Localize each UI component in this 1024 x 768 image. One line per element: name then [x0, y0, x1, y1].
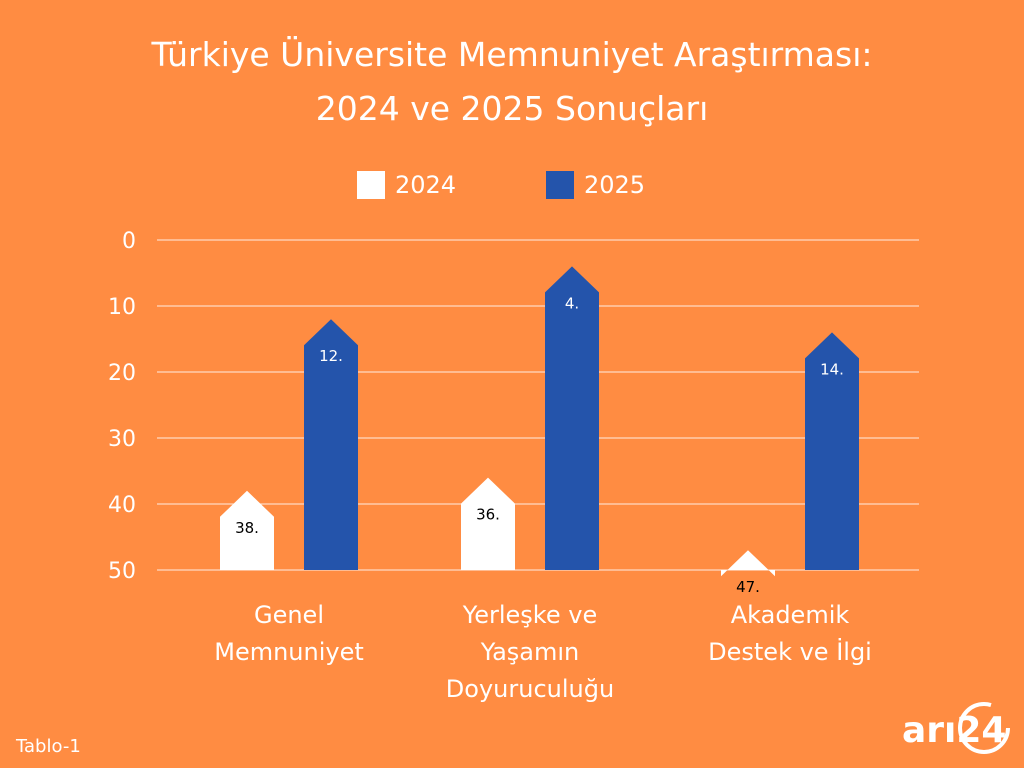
legend: 2024 2025: [0, 168, 1024, 202]
legend-item-2025: 2025: [546, 168, 645, 202]
x-tick-label-2-0: Akademik: [731, 601, 850, 629]
legend-swatch-2025: [546, 171, 574, 199]
ari24-logo: arı24: [900, 700, 1014, 756]
bar-2025-0: [304, 319, 358, 570]
legend-label-2025: 2025: [584, 171, 646, 199]
y-tick-label-10: 10: [108, 295, 136, 320]
data-label-2025-1: 4.: [565, 294, 579, 312]
chart-title: Türkiye Üniversite Memnuniyet Araştırmas…: [0, 28, 1024, 136]
title-line-2: 2024 ve 2025 Sonuçları: [315, 89, 709, 128]
bar-2025-2: [805, 332, 859, 570]
y-tick-label-0: 0: [122, 229, 136, 254]
data-label-2024-0: 38.: [235, 519, 259, 537]
ari24-logo-graphic: arı24: [902, 702, 1010, 754]
bar-2025-1: [545, 266, 599, 570]
bar-2024-1: [461, 477, 515, 570]
y-tick-label-30: 30: [108, 427, 136, 452]
data-label-2024-1: 36.: [476, 506, 500, 524]
table-caption: Tablo-1: [16, 736, 81, 757]
bar-2024-2: [721, 550, 775, 577]
data-label-2025-2: 14.: [820, 360, 844, 378]
x-tick-label-2-1: Destek ve İlgi: [708, 637, 872, 666]
logo-text: arı24: [902, 710, 1006, 751]
legend-item-2024: 2024: [357, 168, 456, 202]
y-tick-label-40: 40: [108, 493, 136, 518]
x-tick-label-0-1: Memnuniyet: [214, 638, 364, 666]
data-label-2025-0: 12.: [319, 347, 343, 365]
y-tick-label-20: 20: [108, 361, 136, 386]
x-tick-label-0-0: Genel: [254, 601, 324, 629]
y-tick-label-50: 50: [108, 559, 136, 584]
title-line-1: Türkiye Üniversite Memnuniyet Araştırmas…: [151, 35, 873, 74]
logo-ring: [958, 702, 1010, 754]
bar-2024-0: [220, 490, 274, 570]
data-label-2024-2: 47.: [736, 578, 760, 596]
x-tick-label-1-0: Yerleşke ve: [462, 601, 597, 629]
legend-label-2024: 2024: [395, 171, 457, 199]
legend-swatch-2024: [357, 171, 385, 199]
x-tick-label-1-2: Doyuruculuğu: [446, 675, 614, 703]
x-tick-label-1-1: Yaşamın: [480, 638, 580, 666]
